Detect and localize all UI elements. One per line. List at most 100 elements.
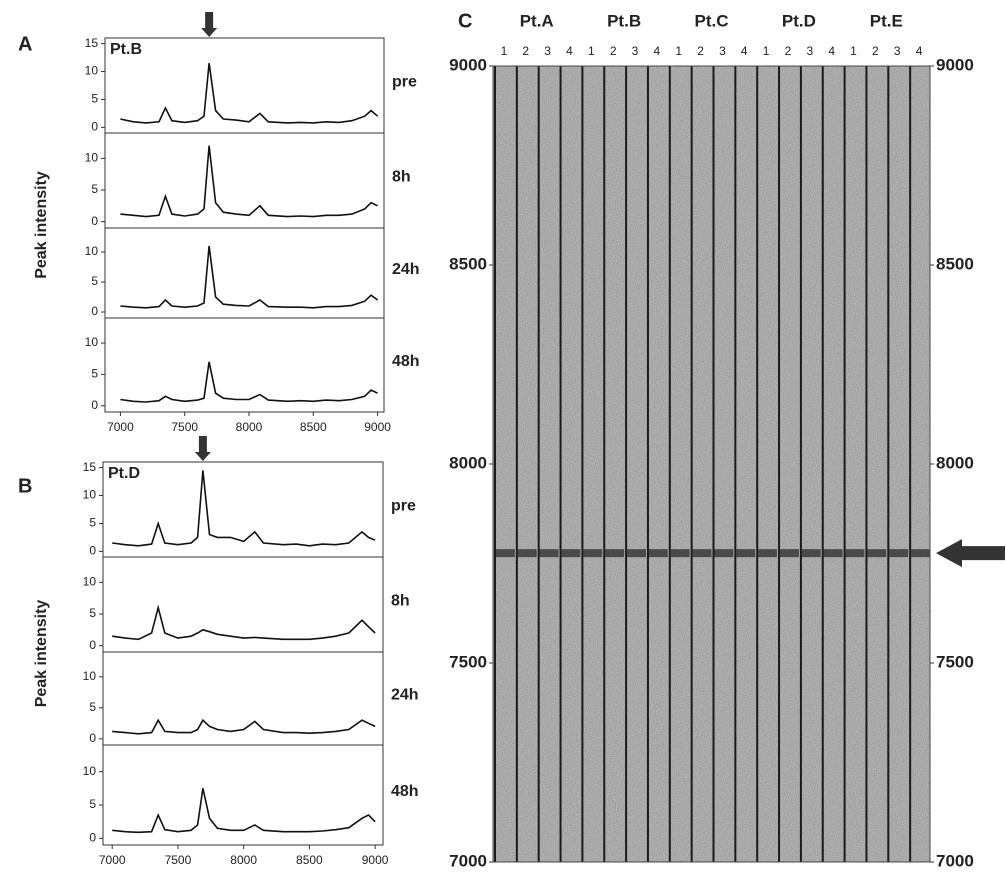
spectrum-line [112,604,376,641]
band [736,549,756,558]
lane-label: 1 [588,44,595,58]
plot-frame [104,227,385,319]
lane-separator [625,66,628,862]
band [780,549,799,558]
plot-frame [104,132,385,229]
lane-separator [799,66,802,862]
y-axis-label: Peak intensity [33,171,50,279]
lane-label: 3 [894,44,901,58]
lane-separator [756,66,759,862]
lane-separator [603,66,606,862]
y-tick-label: 5 [91,274,98,288]
band [648,549,668,558]
y-tick-label: 10 [83,764,97,778]
y-tick-label: 9000 [936,55,974,74]
lane-separator [690,66,693,862]
band [845,549,865,558]
gel-grain [493,66,930,862]
spectrum-line [112,470,376,547]
y-tick-label: 5 [91,182,98,196]
y-tick-label: 7500 [936,652,974,671]
lane-label: 1 [675,44,682,58]
x-tick-label: 7500 [165,853,192,867]
y-tick-label: 9000 [449,55,487,74]
band-arrow [936,539,1005,568]
lane-label: 3 [806,44,813,58]
band [583,549,603,558]
lane-label: 3 [719,44,726,58]
y-tick-label: 7000 [449,851,487,870]
y-tick-label: 0 [91,214,98,228]
subplot-title: Pt.D [108,465,140,482]
lane-label: 4 [654,44,661,58]
x-tick-label: 8000 [230,853,257,867]
lane-label: 2 [697,44,704,58]
lane-separator [646,66,649,862]
lane-separator [515,66,518,862]
x-tick-label: 8500 [296,853,323,867]
x-tick-label: 7000 [107,420,134,434]
y-tick-label: 5 [91,92,98,106]
x-tick-label: 9000 [364,420,391,434]
y-tick-label: 8000 [936,453,974,472]
lane-label: 4 [741,44,748,58]
subplot-title: Pt.B [110,41,142,58]
y-tick-label: 5 [91,367,98,381]
x-tick-label: 7000 [99,853,126,867]
spectrum-line [120,361,378,403]
y-tick-label: 10 [83,575,97,589]
plot-frame [102,744,384,846]
lane-label: 2 [610,44,617,58]
x-tick-label: 8000 [236,420,263,434]
band [867,549,887,558]
y-tick-label: 5 [89,516,96,530]
band [539,549,559,558]
y-tick-label: 0 [91,304,98,318]
lane-separator [778,66,781,862]
y-tick-label: 10 [85,151,99,165]
subplot-label: 24h [391,687,419,704]
y-tick-label: 10 [83,488,97,502]
subplot-label: 24h [392,261,420,278]
lane-label: 4 [916,44,923,58]
band [517,549,537,558]
y-tick-label: 8500 [449,254,487,273]
lane-label: 2 [785,44,792,58]
y-tick-label: 15 [83,460,97,474]
y-tick-label: 5 [89,700,96,714]
lane-label: 1 [501,44,508,58]
y-tick-label: 5 [89,797,96,811]
band [627,549,646,558]
group-label: Pt.A [520,11,554,30]
lane-separator [909,66,912,862]
band [889,549,909,558]
subplot-label: 48h [392,353,420,370]
subplot-label: 48h [391,783,419,800]
lane-label: 1 [763,44,770,58]
y-axis-label: Peak intensity [33,600,50,708]
band [758,549,778,558]
band [911,549,930,558]
lane-separator [559,66,562,862]
y-tick-label: 10 [85,244,99,258]
plot-frame [104,37,385,134]
lane-separator [887,66,890,862]
band [801,549,821,558]
lane-label: 3 [544,44,551,58]
lane-label: 2 [522,44,529,58]
y-tick-label: 0 [91,398,98,412]
lane-label: 1 [850,44,857,58]
lane-separator [865,66,868,862]
y-tick-label: 10 [83,669,97,683]
band [823,549,843,558]
spectrum-line [120,245,379,309]
lane-separator [734,66,737,862]
subplot-label: 8h [391,593,410,610]
y-tick-label: 15 [85,36,99,50]
spectrum-line [112,718,376,735]
panel-label: C [458,10,472,32]
lane-label: 3 [632,44,639,58]
group-label: Pt.B [607,11,641,30]
